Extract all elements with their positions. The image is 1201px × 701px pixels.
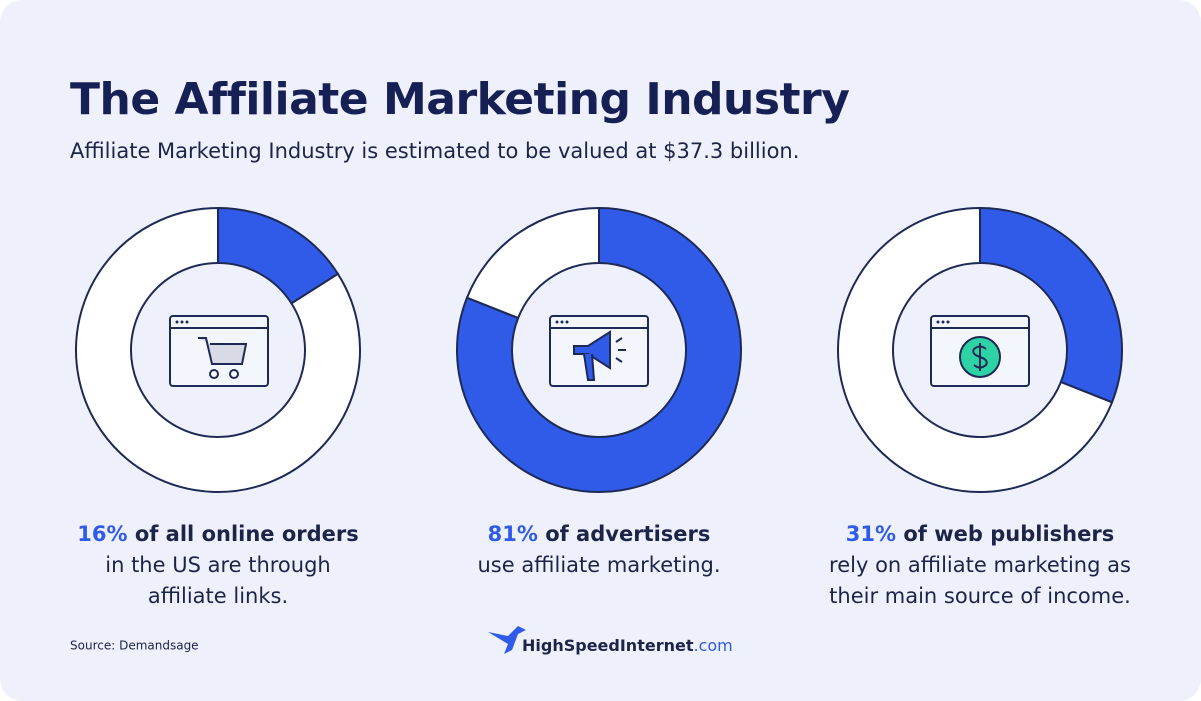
caption-headline: 81% of advertisers: [488, 522, 711, 546]
caption-line: affiliate links.: [148, 584, 288, 608]
donut-slice: [465, 206, 600, 320]
caption-bold: of web publishers: [903, 522, 1114, 546]
logo-name: HighSpeedInternet: [522, 636, 694, 655]
logo-bird: [488, 626, 526, 654]
dollar-icon: [930, 315, 1030, 387]
megaphone-icon: [549, 315, 649, 387]
logo: HighSpeedInternet.com: [488, 626, 733, 655]
caption-headline: 31% of web publishers: [846, 522, 1114, 546]
donut-slice: [75, 206, 361, 493]
value-label: 81%: [488, 522, 538, 546]
caption-bold: of all online orders: [135, 522, 359, 546]
title: The Affiliate Marketing Industry: [70, 74, 849, 125]
caption-line: their main source of income.: [829, 584, 1131, 608]
caption-line: use affiliate marketing.: [477, 553, 720, 577]
value-label: 31%: [846, 522, 896, 546]
charts: 16% of all online orders in the US are th…: [75, 206, 1131, 608]
source: Source: Demandsage: [70, 639, 199, 653]
caption-line: in the US are through: [105, 553, 330, 577]
value-label: 16%: [77, 522, 127, 546]
cart-icon: [169, 315, 269, 387]
caption-bold: of advertisers: [545, 522, 710, 546]
caption-headline: 16% of all online orders: [77, 522, 359, 546]
donut-slice: [837, 206, 1114, 493]
logo-text: HighSpeedInternet.com: [522, 636, 733, 655]
donut-slice: [456, 206, 742, 493]
donut-slice: [979, 206, 1123, 404]
logo-domain: .com: [693, 636, 732, 655]
subtitle: Affiliate Marketing Industry is estimate…: [70, 139, 799, 163]
caption-line: rely on affiliate marketing as: [829, 553, 1131, 577]
